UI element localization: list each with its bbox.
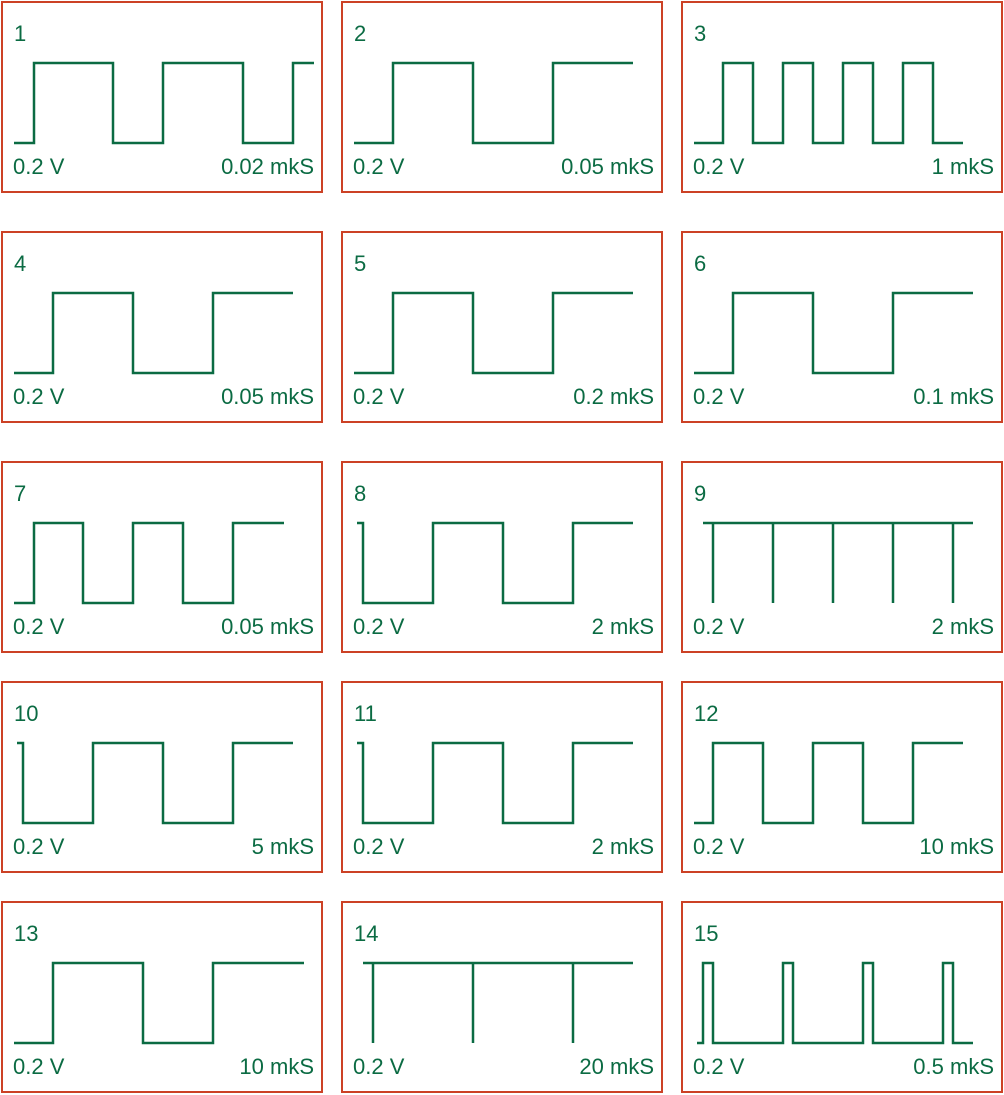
time-scale-label: 0.2 mkS [573, 384, 654, 409]
voltage-scale-label: 0.2 V [693, 1054, 745, 1079]
panel-number: 6 [694, 251, 707, 276]
panel-number: 9 [694, 481, 707, 506]
waveform-trace-6 [694, 291, 973, 375]
oscillogram-panel-13: 13 0.2 V 10 mkS [1, 901, 323, 1093]
voltage-scale-label: 0.2 V [353, 154, 405, 179]
voltage-scale-label: 0.2 V [13, 1054, 65, 1079]
panel-number: 7 [14, 481, 27, 506]
waveform-trace-8 [357, 521, 633, 605]
panel-number: 1 [14, 21, 27, 46]
time-scale-label: 10 mkS [919, 834, 994, 859]
waveform-trace-7 [14, 521, 284, 605]
waveform-trace-11 [357, 741, 633, 825]
panel-number: 13 [14, 921, 39, 946]
oscillogram-panel-9: 9 0.2 V 2 mkS [681, 461, 1003, 653]
oscillogram-panel-15: 15 0.2 V 0.5 mkS [681, 901, 1003, 1093]
waveform-trace-9 [703, 521, 973, 603]
time-scale-label: 2 mkS [931, 614, 994, 639]
waveform-trace-3 [694, 61, 963, 145]
panel-number: 12 [694, 701, 719, 726]
panel-number: 14 [354, 921, 379, 946]
voltage-scale-label: 0.2 V [353, 614, 405, 639]
waveform-trace-12 [694, 741, 963, 825]
time-scale-label: 2 mkS [591, 614, 654, 639]
voltage-scale-label: 0.2 V [693, 154, 745, 179]
panel-number: 15 [694, 921, 719, 946]
time-scale-label: 20 mkS [579, 1054, 654, 1079]
time-scale-label: 0.05 mkS [561, 154, 654, 179]
oscillogram-panel-14: 14 0.2 V 20 mkS [341, 901, 663, 1093]
voltage-scale-label: 0.2 V [693, 834, 745, 859]
waveform-trace-1 [14, 61, 314, 145]
oscillogram-panel-3: 3 0.2 V 1 mkS [681, 1, 1003, 193]
voltage-scale-label: 0.2 V [693, 614, 745, 639]
voltage-scale-label: 0.2 V [13, 154, 65, 179]
voltage-scale-label: 0.2 V [353, 384, 405, 409]
time-scale-label: 0.05 mkS [221, 384, 314, 409]
waveform-trace-2 [354, 61, 633, 145]
oscillogram-panel-5: 5 0.2 V 0.2 mkS [341, 231, 663, 423]
panel-number: 8 [354, 481, 367, 506]
waveform-trace-14 [363, 961, 633, 1043]
voltage-scale-label: 0.2 V [13, 834, 65, 859]
oscillogram-panel-10: 10 0.2 V 5 mkS [1, 681, 323, 873]
voltage-scale-label: 0.2 V [353, 834, 405, 859]
time-scale-label: 10 mkS [239, 1054, 314, 1079]
time-scale-label: 5 mkS [251, 834, 314, 859]
time-scale-label: 1 mkS [931, 154, 994, 179]
oscillogram-panel-8: 8 0.2 V 2 mkS [341, 461, 663, 653]
waveform-trace-10 [17, 741, 293, 825]
oscillogram-panel-12: 12 0.2 V 10 mkS [681, 681, 1003, 873]
panel-number: 5 [354, 251, 367, 276]
oscillogram-panel-4: 4 0.2 V 0.05 mkS [1, 231, 323, 423]
waveform-trace-15 [697, 961, 973, 1045]
panel-number: 11 [354, 701, 377, 726]
oscillogram-panel-1: 1 0.2 V 0.02 mkS [1, 1, 323, 193]
panel-number: 4 [14, 251, 27, 276]
oscillogram-panel-2: 2 0.2 V 0.05 mkS [341, 1, 663, 193]
waveform-trace-4 [14, 291, 293, 375]
voltage-scale-label: 0.2 V [13, 614, 65, 639]
time-scale-label: 0.5 mkS [913, 1054, 994, 1079]
oscillogram-panel-11: 11 0.2 V 2 mkS [341, 681, 663, 873]
oscillogram-panel-6: 6 0.2 V 0.1 mkS [681, 231, 1003, 423]
panel-number: 10 [14, 701, 39, 726]
time-scale-label: 2 mkS [591, 834, 654, 859]
voltage-scale-label: 0.2 V [13, 384, 65, 409]
time-scale-label: 0.05 mkS [221, 614, 314, 639]
panel-number: 2 [354, 21, 367, 46]
voltage-scale-label: 0.2 V [693, 384, 745, 409]
waveform-trace-13 [14, 961, 304, 1045]
waveform-trace-5 [354, 291, 633, 375]
oscillogram-panel-7: 7 0.2 V 0.05 mkS [1, 461, 323, 653]
time-scale-label: 0.02 mkS [221, 154, 314, 179]
voltage-scale-label: 0.2 V [353, 1054, 405, 1079]
time-scale-label: 0.1 mkS [913, 384, 994, 409]
panel-number: 3 [694, 21, 707, 46]
